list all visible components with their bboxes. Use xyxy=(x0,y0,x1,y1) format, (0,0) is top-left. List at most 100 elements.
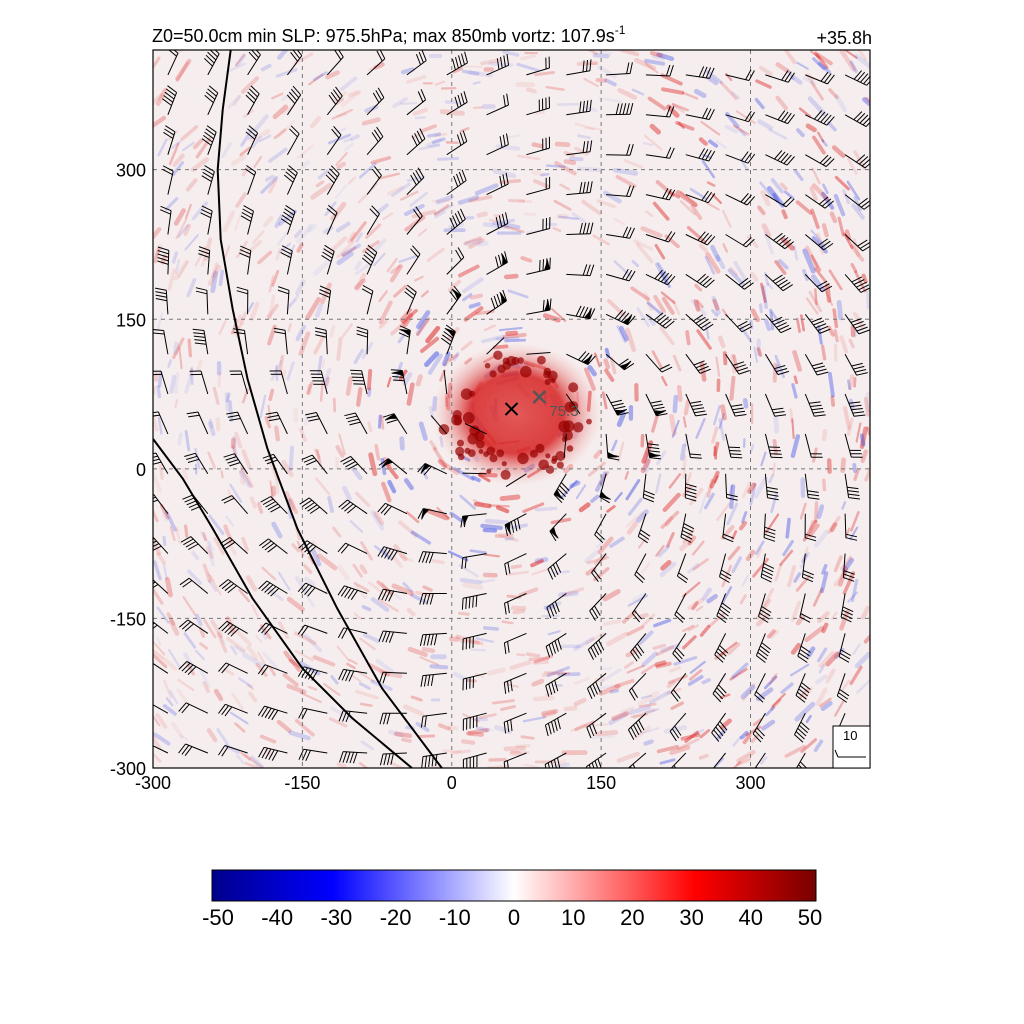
vorticity-streak xyxy=(457,264,480,278)
vorticity-streak xyxy=(615,174,637,189)
vorticity-streak xyxy=(638,630,654,645)
vorticity-streak xyxy=(259,734,277,744)
vorticity-streak xyxy=(602,619,622,626)
vorticity-streak xyxy=(820,344,827,361)
vorticity-streak xyxy=(541,710,557,718)
vorticity-streak xyxy=(847,591,859,603)
vorticity-streak xyxy=(618,325,629,342)
vorticity-streak xyxy=(795,574,811,592)
vorticity-streak xyxy=(827,515,841,534)
vorticity-streak xyxy=(853,196,862,212)
vorticity-streak xyxy=(700,120,721,136)
wind-barb xyxy=(725,69,755,81)
vorticity-streak xyxy=(463,306,484,322)
vorticity-streak xyxy=(796,128,805,138)
vorticity-streak xyxy=(848,398,855,411)
vorticity-streak xyxy=(613,217,626,226)
vorticity-streak xyxy=(821,223,829,238)
vorticity-streak xyxy=(614,492,623,502)
wind-barb xyxy=(155,287,169,315)
vorticity-streak xyxy=(153,732,171,746)
wind-barb xyxy=(153,370,169,395)
vorticity-streak xyxy=(229,616,237,630)
vorticity-streak xyxy=(696,300,704,309)
wind-barb xyxy=(645,188,676,201)
vorticity-streak xyxy=(434,210,446,219)
vorticity-streak xyxy=(789,663,810,677)
vorticity-streak xyxy=(859,426,868,449)
wind-barb xyxy=(526,56,550,76)
vorticity-streak xyxy=(805,123,817,133)
vorticity-streak xyxy=(690,204,703,221)
vorticity-streak xyxy=(447,279,462,292)
vorticity-streak xyxy=(617,441,625,463)
colorbar-tick-label: -50 xyxy=(202,905,234,930)
vorticity-streak xyxy=(687,624,700,632)
vorticity-streak xyxy=(286,683,307,695)
vorticity-streak xyxy=(398,255,417,264)
vorticity-streak xyxy=(761,285,769,310)
wind-barb xyxy=(337,627,368,639)
vorticity-streak xyxy=(185,178,198,192)
vorticity-streak xyxy=(861,273,868,284)
wind-barb xyxy=(642,473,655,503)
vorticity-streak xyxy=(708,139,719,148)
vorticity-streak xyxy=(306,596,316,608)
vorticity-streak xyxy=(306,381,314,395)
vorticity-streak xyxy=(415,374,423,387)
vorticity-streak xyxy=(672,299,681,316)
vorticity-streak xyxy=(833,194,846,217)
vorticity-streak xyxy=(676,384,683,402)
vorticity-streak xyxy=(778,259,789,270)
vorticity-streak xyxy=(590,685,615,691)
vorticity-streak xyxy=(760,189,771,207)
vorticity-streak xyxy=(766,629,776,639)
vorticity-streak xyxy=(502,50,520,57)
vorticity-streak xyxy=(810,50,821,59)
vorticity-streak xyxy=(491,699,515,705)
vorticity-streak xyxy=(378,598,399,613)
wind-barb xyxy=(257,705,288,721)
wind-barb xyxy=(178,660,209,675)
vorticity-streak xyxy=(839,335,849,354)
vorticity-streak xyxy=(660,643,681,653)
vorticity-streak xyxy=(195,613,203,627)
vorticity-streak xyxy=(584,549,600,564)
vorticity-streak xyxy=(416,310,431,330)
vorticity-streak xyxy=(424,351,440,368)
vorticity-streak xyxy=(406,175,426,183)
vorticity-streak xyxy=(720,404,727,421)
vorticity-streak xyxy=(230,645,238,656)
storm-center-marker xyxy=(504,402,519,416)
vorticity-streak xyxy=(792,349,803,372)
vorticity-streak xyxy=(765,706,776,717)
chart-title: Z0=50.0cm min SLP: 975.5hPa; max 850mb v… xyxy=(152,23,626,46)
vorticity-streak xyxy=(263,216,274,228)
vorticity-streak xyxy=(245,239,263,256)
wind-barb xyxy=(844,274,870,293)
vorticity-streak xyxy=(228,400,234,423)
vorticity-streak xyxy=(240,311,247,326)
vorticity-streak xyxy=(741,511,748,524)
vorticity-streak xyxy=(171,161,184,177)
vorticity-streak xyxy=(729,484,736,509)
vorticity-streak xyxy=(173,208,186,226)
wind-barb xyxy=(566,305,596,320)
vorticity-streak xyxy=(168,142,180,166)
vorticity-streak xyxy=(639,727,660,735)
vorticity-core-dot xyxy=(468,390,475,397)
vorticity-streak xyxy=(811,57,826,71)
vorticity-streak xyxy=(398,520,418,538)
vorticity-core-dot xyxy=(478,449,484,454)
vorticity-streak xyxy=(654,244,666,260)
vorticity-streak xyxy=(442,351,451,367)
wind-barb xyxy=(566,99,592,116)
wind-barb xyxy=(286,50,303,76)
vorticity-streak xyxy=(603,358,611,370)
vorticity-streak xyxy=(688,669,703,681)
vorticity-streak xyxy=(156,312,164,331)
vorticity-streak xyxy=(721,564,733,588)
vorticity-streak xyxy=(304,576,316,587)
vorticity-streak xyxy=(661,87,685,95)
wind-barb xyxy=(163,125,176,155)
